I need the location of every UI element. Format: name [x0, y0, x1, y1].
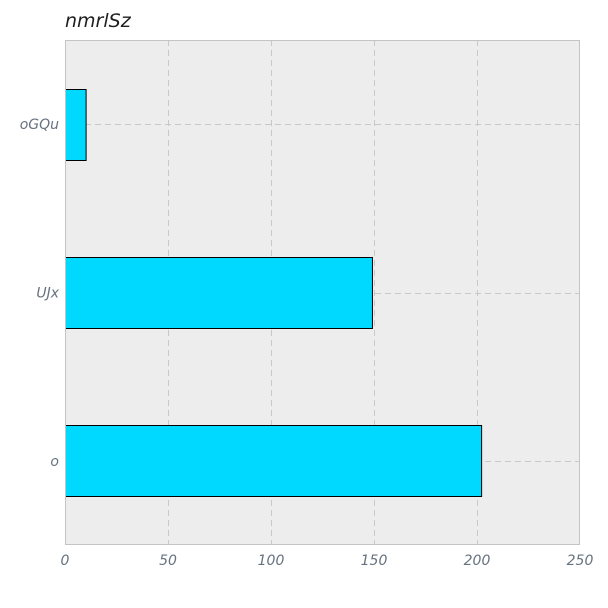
bar-oGQu [65, 89, 87, 161]
x-tick-label: 50 [159, 553, 177, 569]
x-tick-label: 250 [567, 553, 594, 569]
bar-UJx [65, 257, 373, 329]
bar-o [65, 425, 483, 497]
y-tick-label: UJx [36, 286, 59, 302]
plot-border [65, 40, 580, 545]
x-tick-label: 100 [258, 553, 285, 569]
x-tick-label: 0 [61, 553, 70, 569]
x-tick-label: 150 [361, 553, 388, 569]
x-tick-label: 200 [464, 553, 491, 569]
y-tick-label: oGQu [20, 117, 59, 133]
tick-labels: o UJx oGQu 0 50 100 150 200 250 [20, 117, 594, 569]
bars [65, 89, 483, 497]
y-tick-label: o [50, 454, 59, 470]
chart-title: nmrlSz [65, 10, 131, 32]
